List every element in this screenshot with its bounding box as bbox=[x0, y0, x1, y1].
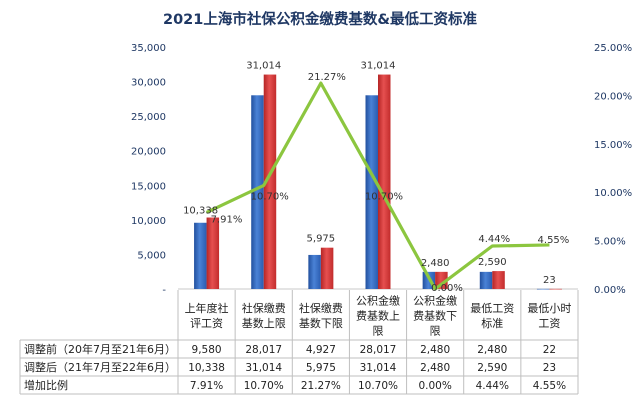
rate-value-label: 10.70% bbox=[251, 191, 289, 202]
bars bbox=[194, 74, 562, 290]
bar-value-label: 31,014 bbox=[246, 61, 281, 72]
rate-line-path bbox=[205, 81, 550, 291]
table-cell: 4.55% bbox=[533, 380, 566, 392]
y-left-tick-label: 15,000 bbox=[131, 181, 166, 192]
rate-value-label: 21.27% bbox=[308, 72, 346, 83]
bar-value-label: 2,480 bbox=[421, 258, 450, 269]
bar-after bbox=[320, 247, 334, 289]
category-label: 费基数下 bbox=[413, 310, 457, 323]
data-labels: 10,338 31,014 5,975 31,014 2,480 2,590 23 7.91%… bbox=[183, 61, 569, 294]
table-cell: 10.70% bbox=[244, 380, 284, 392]
bar-after bbox=[549, 288, 562, 290]
bar-after bbox=[492, 271, 505, 289]
table-cell: 7.91% bbox=[190, 380, 223, 392]
chart-title: 2021上海市社保公积金缴费基数&最低工资标准 bbox=[163, 10, 477, 28]
bar-before bbox=[194, 222, 207, 289]
table-cell: 10.70% bbox=[358, 380, 398, 392]
rate-value-label: 4.44% bbox=[478, 234, 510, 245]
table-cell: 28,017 bbox=[360, 344, 397, 356]
category-label: 限 bbox=[373, 325, 384, 338]
y-left-tick-label: 5,000 bbox=[137, 250, 166, 261]
table-cell: 28,017 bbox=[245, 344, 282, 356]
legend-series-label: 增加比例 bbox=[24, 378, 68, 392]
y-right-tick-label: 0.00% bbox=[594, 285, 626, 296]
legend-series-label: 调整后（21年7月至22年6月） bbox=[24, 360, 176, 374]
bar-before bbox=[308, 254, 321, 289]
bar-before bbox=[365, 95, 378, 289]
bar-value-label: 10,338 bbox=[183, 206, 218, 217]
y-left-tick-label: 35,000 bbox=[131, 43, 166, 54]
bar-value-label: 5,975 bbox=[307, 234, 336, 245]
category-label: 公积金缴 bbox=[356, 294, 400, 308]
rate-value-label: 0.00% bbox=[431, 283, 463, 294]
bar-after bbox=[206, 217, 220, 289]
table-cell: 9,580 bbox=[192, 344, 222, 356]
table-cell: 10,338 bbox=[188, 362, 225, 374]
table-cell: 22 bbox=[543, 344, 556, 356]
y-right-tick-label: 10.00% bbox=[594, 188, 632, 199]
category-label: 最低小时 bbox=[527, 302, 571, 315]
category-label: 标准 bbox=[481, 316, 503, 330]
category-label: 基数下限 bbox=[299, 317, 343, 330]
rate-line bbox=[205, 81, 550, 291]
category-label: 社保缴费 bbox=[299, 301, 343, 315]
legend-series-label: 调整前（20年7月至21年6月） bbox=[24, 342, 176, 356]
bar-before bbox=[479, 271, 493, 289]
data-table: 上年度社评工资社保缴费基数上限社保缴费基数下限公积金缴费基数上限公积金缴费基数下… bbox=[19, 290, 579, 395]
bar-after bbox=[263, 74, 277, 290]
bar-value-label: 23 bbox=[543, 275, 556, 286]
rate-value-label: 7.91% bbox=[211, 214, 243, 225]
y-left-tick-label: 10,000 bbox=[131, 216, 166, 227]
table-cell: 0.00% bbox=[418, 380, 451, 392]
category-label: 最低工资 bbox=[470, 302, 514, 315]
category-label: 工资 bbox=[538, 317, 560, 330]
category-label: 公积金缴 bbox=[413, 294, 457, 308]
y-left-tick-label: 25,000 bbox=[131, 112, 166, 123]
table-cell: 4,927 bbox=[306, 344, 336, 356]
bar-value-label: 31,014 bbox=[361, 61, 396, 72]
bar-before bbox=[536, 288, 550, 290]
category-label: 上年度社 bbox=[185, 301, 229, 315]
table-cell: 31,014 bbox=[360, 362, 397, 374]
category-label: 限 bbox=[430, 325, 441, 338]
category-label: 评工资 bbox=[190, 317, 223, 330]
y-right-tick-label: 15.00% bbox=[594, 140, 632, 151]
table-cell: 2,480 bbox=[477, 344, 507, 356]
table-cell: 21.27% bbox=[301, 380, 341, 392]
table-cell: 23 bbox=[543, 362, 556, 374]
y-left-tick-label: 30,000 bbox=[131, 78, 166, 89]
category-label: 基数上限 bbox=[242, 317, 286, 330]
bar-after bbox=[378, 74, 391, 290]
y-right-tick-label: 5.00% bbox=[594, 237, 626, 248]
table-cell: 5,975 bbox=[306, 362, 336, 374]
rate-value-label: 10.70% bbox=[365, 191, 403, 202]
y-right-tick-label: 25.00% bbox=[594, 43, 632, 54]
category-label: 社保缴费 bbox=[242, 301, 286, 315]
bar-value-label: 2,590 bbox=[478, 257, 507, 268]
table-cell: 31,014 bbox=[245, 362, 282, 374]
table-cell: 2,590 bbox=[477, 362, 507, 374]
table-cell: 4.44% bbox=[476, 380, 509, 392]
y-right-tick-label: 20.00% bbox=[594, 91, 632, 102]
rate-value-label: 4.55% bbox=[538, 235, 570, 246]
y-left-tick-label: - bbox=[162, 285, 166, 296]
table-cell: 2,480 bbox=[420, 344, 450, 356]
category-label: 费基数上 bbox=[356, 310, 400, 323]
y-left-tick-label: 20,000 bbox=[131, 147, 166, 158]
table-cell: 2,480 bbox=[420, 362, 450, 374]
bar-before bbox=[251, 95, 264, 289]
